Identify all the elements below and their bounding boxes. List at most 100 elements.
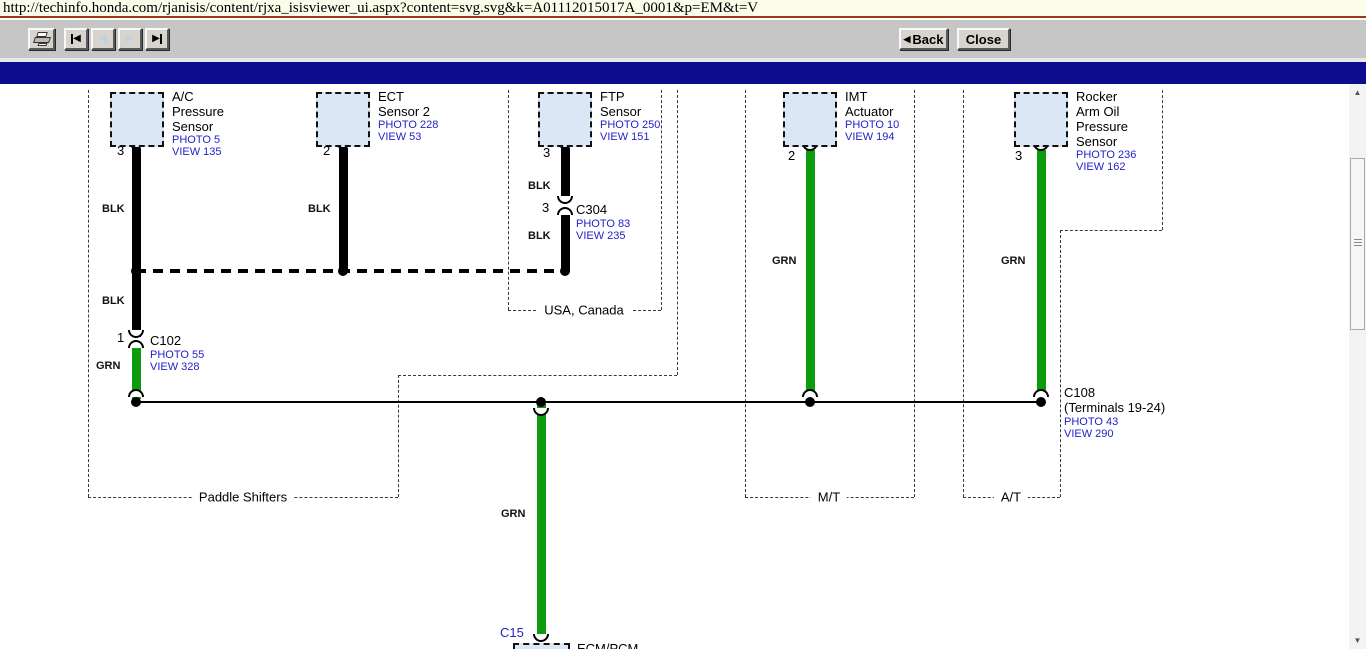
photo-link[interactable]: PHOTO 236	[1076, 149, 1137, 161]
label-rocker-arm-oil-pressure-sensor: Rocker Arm Oil Pressure Sensor PHOTO 236…	[1076, 89, 1136, 173]
connector-label-c102: C102	[150, 333, 182, 348]
previous-page-icon: ◀	[99, 33, 107, 44]
view-link[interactable]: VIEW 235	[576, 230, 626, 242]
wire-blk-ftp-upper	[561, 148, 570, 202]
component-box-ecm-pcm	[513, 643, 570, 649]
view-link[interactable]: VIEW 151	[600, 131, 650, 143]
scroll-down-button[interactable]: ▼	[1349, 632, 1366, 649]
wire-color-label-blk: BLK	[528, 180, 551, 192]
wire-grn-ecm	[537, 404, 546, 637]
component-box-rocker-arm-oil-pressure-sensor	[1014, 92, 1068, 147]
region-outline-mt-right	[914, 90, 915, 497]
back-button-label: Back	[912, 31, 944, 47]
url-bar[interactable]: http://techinfo.honda.com/rjanisis/conte…	[0, 0, 1366, 18]
junction-dot	[131, 266, 141, 276]
region-outline-usa-left	[508, 90, 509, 310]
photo-link[interactable]: PHOTO 83	[576, 218, 631, 230]
back-button[interactable]: ◀ Back	[899, 28, 948, 50]
connector-arc-bus	[1033, 389, 1049, 397]
previous-page-button[interactable]: ◀	[91, 28, 115, 50]
region-outline-mt-left	[745, 90, 746, 497]
scroll-up-button[interactable]: ▲	[1349, 84, 1366, 101]
wire-blk-ac-upper	[132, 148, 141, 271]
component-box-ftp-sensor	[538, 92, 592, 147]
wire-color-label-grn: GRN	[96, 360, 121, 372]
junction-dot	[805, 397, 815, 407]
region-outline-usa-right	[661, 90, 662, 310]
component-name-line: ECT	[378, 89, 404, 104]
photo-link[interactable]: PHOTO 55	[150, 349, 205, 361]
wire-grn-imt	[806, 150, 815, 397]
region-outline-at-right-lower	[1060, 230, 1061, 497]
junction-dot	[131, 397, 141, 407]
component-name-line: FTP	[600, 89, 625, 104]
region-label-at: A/T	[993, 489, 1029, 505]
wire-color-label-grn: GRN	[501, 508, 526, 520]
view-link[interactable]: VIEW 290	[1064, 428, 1114, 440]
back-arrow-icon: ◀	[903, 34, 911, 44]
region-outline-at-step	[1060, 230, 1162, 231]
component-name-line: Sensor	[172, 119, 214, 134]
region-outline-paddle-left	[88, 90, 89, 497]
label-imt-actuator: IMT Actuator PHOTO 10 VIEW 194	[845, 89, 899, 143]
header-bar	[0, 62, 1366, 84]
component-name-line: Sensor	[1076, 134, 1118, 149]
component-box-ac-pressure-sensor	[110, 92, 164, 147]
toolbar: ◀ ◀ ▶ ▶ ◀ Back Close	[0, 20, 1366, 58]
close-button[interactable]: Close	[957, 28, 1010, 50]
region-outline-paddle-step	[398, 375, 677, 376]
photo-link[interactable]: PHOTO 43	[1064, 416, 1119, 428]
pin-number-ftp: 3	[543, 145, 551, 160]
pin-number-c102: 1	[117, 330, 125, 345]
last-page-icon	[159, 34, 162, 44]
wire-grn-rocker	[1037, 150, 1046, 397]
region-outline-at-right-upper	[1162, 90, 1163, 230]
component-name-line: Sensor	[600, 104, 642, 119]
scroll-up-icon: ▲	[1353, 88, 1362, 97]
first-page-button[interactable]: ◀	[64, 28, 88, 50]
next-page-button[interactable]: ▶	[118, 28, 142, 50]
component-box-ect-sensor-2	[316, 92, 370, 147]
wire-color-label-grn: GRN	[1001, 255, 1026, 267]
connector-arc-c304-upper	[557, 196, 573, 204]
wire-color-label-blk: BLK	[102, 295, 125, 307]
component-name-line: Pressure	[1076, 119, 1129, 134]
scrollbar-thumb[interactable]	[1350, 158, 1365, 330]
region-label-mt: M/T	[810, 489, 848, 505]
print-button[interactable]	[28, 28, 55, 50]
connector-arc-c304-lower	[557, 207, 573, 215]
component-name-line: IMT	[845, 89, 868, 104]
connector-label-c15[interactable]: C15	[500, 625, 524, 640]
region-label-paddle-shifters: Paddle Shifters	[191, 489, 295, 505]
last-page-button[interactable]: ▶	[145, 28, 169, 50]
photo-link[interactable]: PHOTO 5	[172, 134, 221, 146]
photo-link[interactable]: PHOTO 10	[845, 119, 900, 131]
component-name-line: Arm Oil	[1076, 104, 1120, 119]
wire-blk-ac-lower	[132, 271, 141, 337]
close-button-label: Close	[965, 31, 1002, 47]
view-link[interactable]: VIEW 162	[1076, 161, 1126, 173]
photo-link[interactable]: PHOTO 228	[378, 119, 439, 131]
view-link[interactable]: VIEW 328	[150, 361, 200, 373]
component-name-line: A/C	[172, 89, 194, 104]
last-page-icon-triangle: ▶	[152, 33, 160, 44]
pin-number-rocker: 3	[1015, 148, 1023, 163]
connector-label-c108-terminals: (Terminals 19-24)	[1064, 400, 1166, 415]
region-outline-paddle-right-upper	[677, 90, 678, 375]
view-link[interactable]: VIEW 135	[172, 146, 222, 158]
connector-label-c108: C108	[1064, 385, 1096, 400]
wire-color-label-blk: BLK	[102, 203, 125, 215]
connector-arc-bus	[128, 389, 144, 397]
region-label-usa-canada: USA, Canada	[537, 302, 631, 318]
vertical-scrollbar[interactable]: ▲ ▼	[1349, 84, 1366, 649]
pin-number-c304: 3	[542, 200, 550, 215]
connector-arc-c102-lower	[128, 340, 144, 348]
wire-grn-c102	[132, 346, 141, 399]
photo-link[interactable]: PHOTO 250	[600, 119, 661, 131]
view-link[interactable]: VIEW 53	[378, 131, 422, 143]
first-page-icon	[71, 34, 74, 44]
pin-number-imt: 2	[788, 148, 796, 163]
wire-bus-to-c108	[136, 401, 1041, 403]
view-link[interactable]: VIEW 194	[845, 131, 895, 143]
label-ftp-sensor: FTP Sensor PHOTO 250 VIEW 151	[600, 89, 660, 143]
